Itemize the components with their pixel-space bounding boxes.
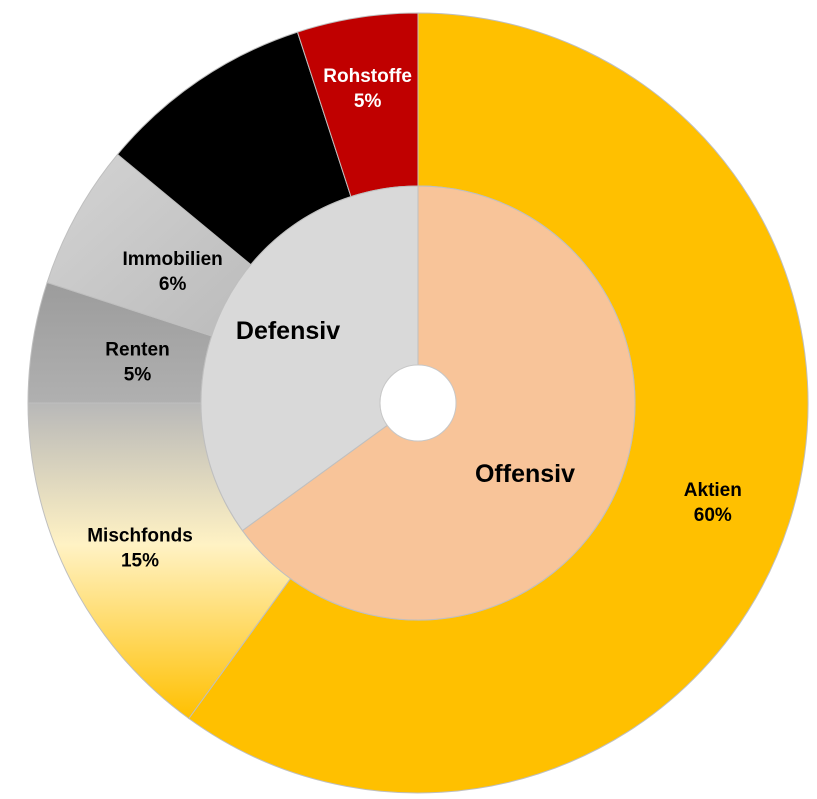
label-offensiv: Offensiv [475, 460, 575, 488]
value-rohstoffe: 5% [354, 91, 382, 112]
label-rohstoffe: Rohstoffe [323, 66, 412, 87]
label-mischfonds: Mischfonds [87, 526, 193, 547]
value-mischfonds: 15% [121, 551, 159, 572]
center-hole [379, 364, 457, 442]
label-liquiditaet: Liquidität [194, 118, 280, 139]
value-immobilien: 6% [159, 274, 187, 295]
value-aktien: 60% [694, 505, 732, 526]
chart-labels: Aktien 60% Mischfonds 15% Renten 5% Immobilien… [87, 66, 742, 572]
label-renten: Renten [105, 340, 169, 361]
value-renten: 5% [124, 365, 152, 386]
label-defensiv: Defensiv [236, 317, 340, 345]
outer-ring [27, 12, 809, 794]
value-liquiditaet: 9% [223, 143, 251, 164]
label-aktien: Aktien [684, 480, 742, 501]
label-immobilien: Immobilien [122, 249, 222, 270]
inner-ring [200, 185, 636, 621]
